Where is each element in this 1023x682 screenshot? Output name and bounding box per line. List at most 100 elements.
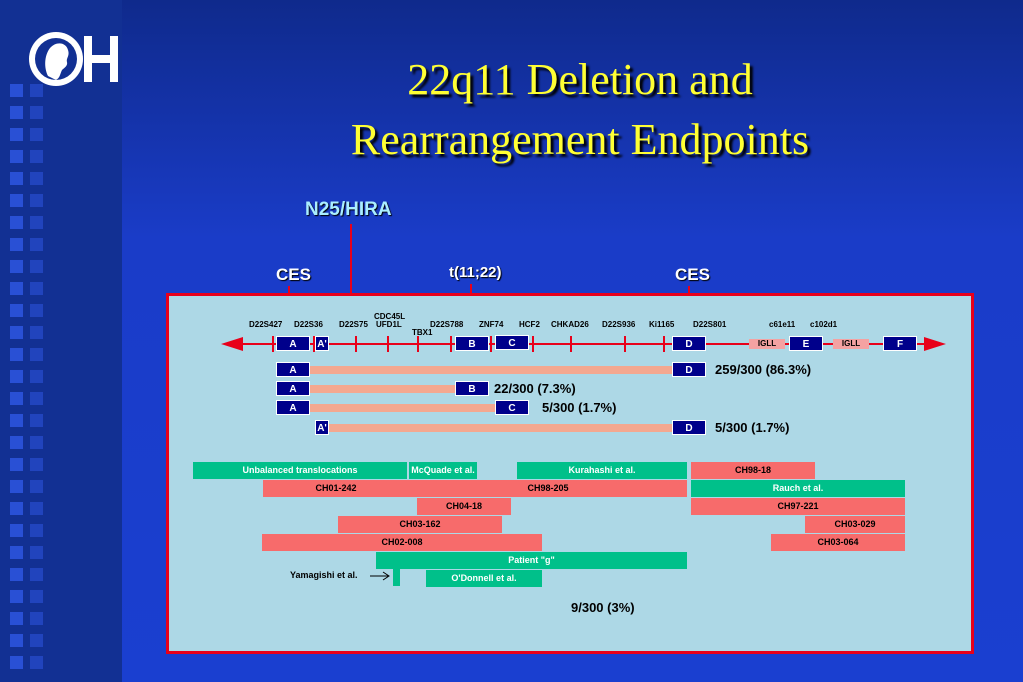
bar-rauch: Rauch et al. bbox=[691, 480, 905, 497]
del-ac-block-a: A bbox=[276, 400, 310, 415]
marker-d22s427: D22S427 bbox=[249, 320, 283, 329]
hira-arrow bbox=[350, 224, 352, 306]
decorative-square bbox=[30, 524, 43, 537]
decorative-square bbox=[30, 370, 43, 383]
bar-ch04-18: CH04-18 bbox=[417, 498, 511, 515]
decorative-square bbox=[30, 304, 43, 317]
pct-a-b: 22/300 (7.3%) bbox=[494, 381, 576, 396]
translocation-callout: t(11;22) bbox=[449, 264, 502, 281]
decorative-square bbox=[10, 238, 23, 251]
bar-ch03-029: CH03-029 bbox=[805, 516, 905, 533]
bar-yamagishi bbox=[393, 569, 400, 586]
del-ab-block-a: A bbox=[276, 381, 310, 396]
decorative-square bbox=[10, 106, 23, 119]
decorative-square bbox=[30, 568, 43, 581]
block-igll-right: IGLL bbox=[833, 339, 869, 349]
decorative-square bbox=[30, 194, 43, 207]
decorative-square bbox=[30, 414, 43, 427]
bar-kurahashi: Kurahashi et al. bbox=[517, 462, 687, 479]
decorative-square bbox=[10, 304, 23, 317]
bar-odonnell: O'Donnell et al. bbox=[426, 570, 542, 587]
decorative-square bbox=[10, 590, 23, 603]
decorative-square bbox=[10, 260, 23, 273]
decorative-square bbox=[30, 634, 43, 647]
diagram-panel: D22S427 D22S36 D22S75 CDC45L UFD1L TBX1 … bbox=[166, 293, 974, 654]
marker-chkad26: CHKAD26 bbox=[551, 320, 589, 329]
del-ad-block-a: A bbox=[276, 362, 310, 377]
arrow-right-icon bbox=[370, 571, 390, 581]
marker-ufd1l: UFD1L bbox=[376, 320, 402, 329]
bar-patient-g: Patient "g" bbox=[376, 552, 687, 569]
bar-mcquade: McQuade et al. bbox=[409, 462, 477, 479]
block-b: B bbox=[455, 336, 489, 351]
decorative-square bbox=[10, 436, 23, 449]
block-d: D bbox=[672, 336, 706, 351]
decorative-square bbox=[30, 128, 43, 141]
deletion-bar-a-c bbox=[309, 404, 497, 412]
decorative-square bbox=[10, 458, 23, 471]
decorative-square bbox=[10, 150, 23, 163]
decorative-square bbox=[10, 282, 23, 295]
marker-d22s75: D22S75 bbox=[339, 320, 368, 329]
bar-unbalanced-translocations: Unbalanced translocations bbox=[193, 462, 407, 479]
hira-callout: N25/HIRA bbox=[305, 199, 392, 220]
marker-d22s788: D22S788 bbox=[430, 320, 464, 329]
deletion-bar-a-d bbox=[309, 366, 673, 374]
decorative-square bbox=[10, 546, 23, 559]
block-e: E bbox=[789, 336, 823, 351]
decorative-square bbox=[10, 634, 23, 647]
marker-hcf2: HCF2 bbox=[519, 320, 540, 329]
marker-ki1165: Ki1165 bbox=[649, 320, 675, 329]
decorative-square bbox=[30, 84, 43, 97]
decorative-square bbox=[10, 612, 23, 625]
decorative-square bbox=[10, 348, 23, 361]
block-a: A bbox=[276, 336, 310, 351]
del-ad-block-d: D bbox=[672, 362, 706, 377]
decorative-square bbox=[30, 216, 43, 229]
marker-c61e11: c61e11 bbox=[769, 320, 796, 329]
del-ab-block-b: B bbox=[455, 381, 489, 396]
bar-ch03-162: CH03-162 bbox=[338, 516, 502, 533]
decorative-square bbox=[30, 238, 43, 251]
block-c: C bbox=[495, 335, 529, 350]
marker-tbx1: TBX1 bbox=[412, 328, 433, 337]
deletion-bar-a-b bbox=[309, 385, 457, 393]
bar-ch02-008: CH02-008 bbox=[262, 534, 542, 551]
decorative-square bbox=[30, 348, 43, 361]
decorative-square bbox=[30, 458, 43, 471]
decorative-square bbox=[10, 502, 23, 515]
decorative-square bbox=[10, 568, 23, 581]
deletion-bar-aprime-d bbox=[327, 424, 673, 432]
decorative-square bbox=[30, 392, 43, 405]
bar-ch98-18: CH98-18 bbox=[691, 462, 815, 479]
ces-right-callout: CES bbox=[675, 265, 710, 284]
decorative-square bbox=[10, 84, 23, 97]
decorative-square bbox=[10, 480, 23, 493]
decorative-square bbox=[30, 546, 43, 559]
decorative-square bbox=[30, 656, 43, 669]
decorative-square bbox=[30, 172, 43, 185]
bar-ch01-242: CH01-242 bbox=[263, 480, 409, 497]
decorative-square bbox=[10, 128, 23, 141]
other-total: 9/300 (3%) bbox=[571, 600, 635, 615]
del-ac-block-c: C bbox=[495, 400, 529, 415]
title-line-2: Rearrangement Endpoints bbox=[350, 115, 810, 164]
left-decorative-bar bbox=[0, 0, 122, 682]
decorative-square bbox=[10, 392, 23, 405]
marker-d22s801: D22S801 bbox=[693, 320, 727, 329]
pct-a-d: 259/300 (86.3%) bbox=[715, 362, 812, 377]
decorative-square bbox=[10, 656, 23, 669]
decorative-square bbox=[10, 524, 23, 537]
block-a-prime: A' bbox=[315, 336, 329, 351]
decorative-square bbox=[30, 612, 43, 625]
bar-ch03-064: CH03-064 bbox=[771, 534, 905, 551]
decorative-square bbox=[10, 216, 23, 229]
marker-cdc45l: CDC45L bbox=[374, 312, 406, 321]
bar-ch97-221: CH97-221 bbox=[691, 498, 905, 515]
title-line-1: 22q11 Deletion and bbox=[407, 55, 753, 104]
bar-ch98-205: CH98-205 bbox=[409, 480, 687, 497]
marker-znf74: ZNF74 bbox=[479, 320, 504, 329]
decorative-square bbox=[10, 414, 23, 427]
label-yamagishi: Yamagishi et al. bbox=[290, 570, 358, 580]
decorative-square bbox=[30, 260, 43, 273]
